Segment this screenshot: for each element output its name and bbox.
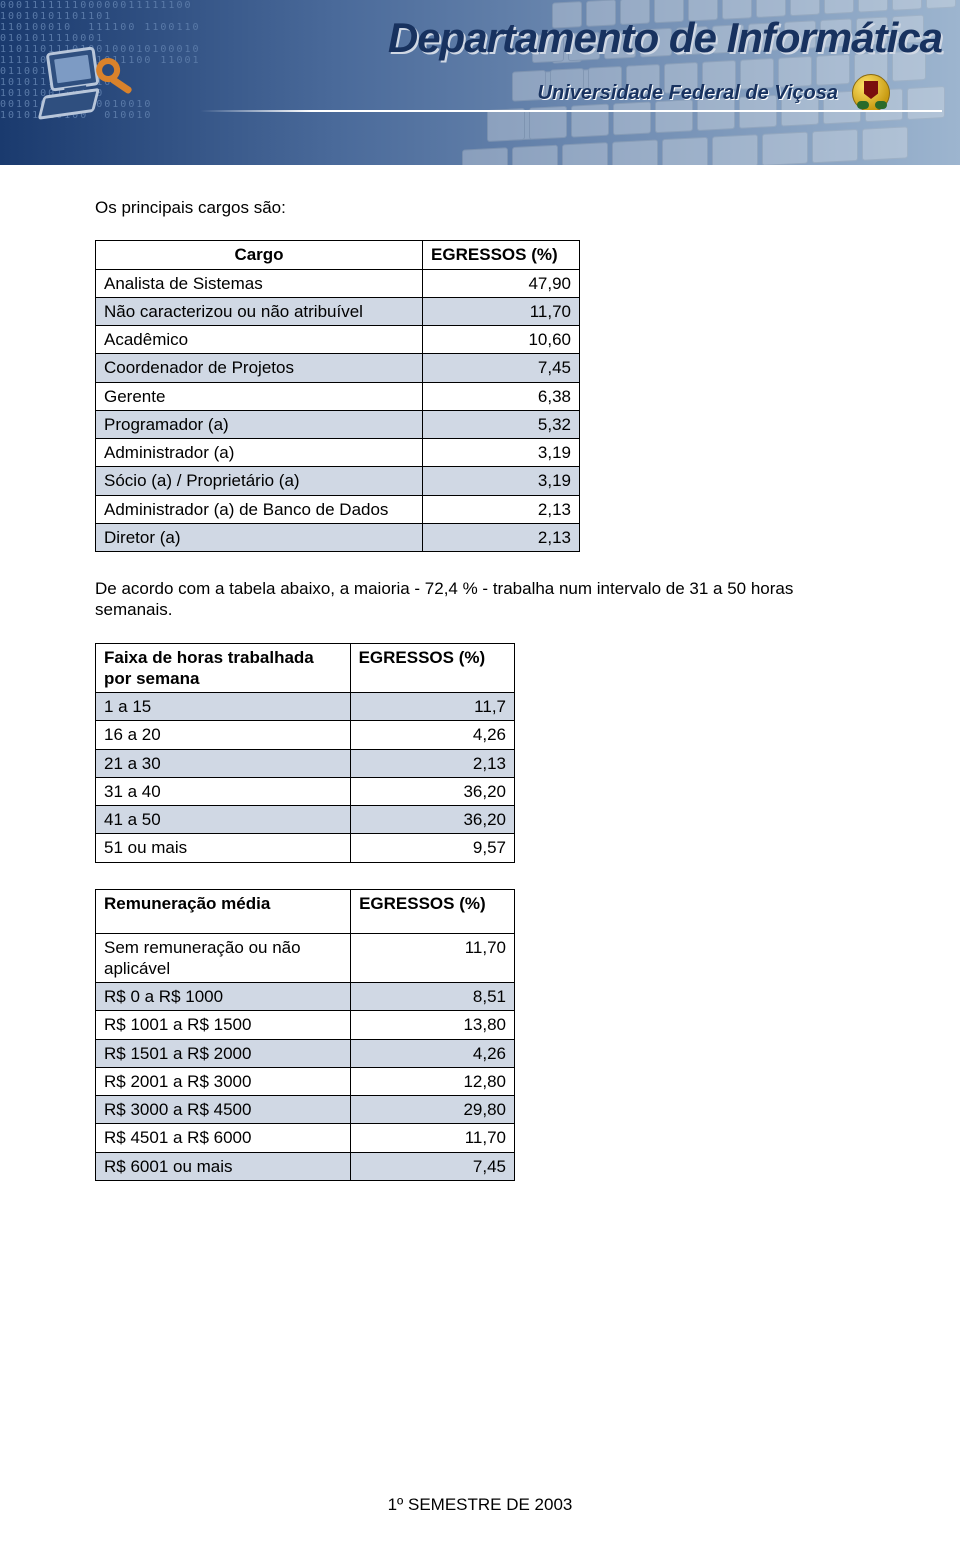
table-cell-label: R$ 1001 a R$ 1500 xyxy=(96,1011,351,1039)
header-divider xyxy=(200,110,942,112)
table-cell-value: 7,45 xyxy=(423,354,580,382)
university-crest-icon xyxy=(852,74,890,112)
table-cell-label: 51 ou mais xyxy=(96,834,351,862)
table-row: Analista de Sistemas47,90 xyxy=(96,269,580,297)
table-cell-value: 36,20 xyxy=(350,777,514,805)
table-cell-label: Diretor (a) xyxy=(96,523,423,551)
table-row: Administrador (a)3,19 xyxy=(96,439,580,467)
table-cell-value: 6,38 xyxy=(423,382,580,410)
table-cell-value: 11,7 xyxy=(350,693,514,721)
table-cell-label: Programador (a) xyxy=(96,410,423,438)
table-cell-value: 5,32 xyxy=(423,410,580,438)
table-cell-value: 4,26 xyxy=(350,721,514,749)
table-row: R$ 3000 a R$ 450029,80 xyxy=(96,1096,515,1124)
table-header-cell: EGRESSOS (%) xyxy=(351,889,515,933)
table-remuneracao: Remuneração médiaEGRESSOS (%)Sem remuner… xyxy=(95,889,515,1181)
table-header-cell: Remuneração média xyxy=(96,889,351,933)
table-cell-value: 2,13 xyxy=(423,495,580,523)
table-cell-label: 31 a 40 xyxy=(96,777,351,805)
table-cell-label: Analista de Sistemas xyxy=(96,269,423,297)
university-line: Universidade Federal de Viçosa xyxy=(538,74,891,112)
table-row: 41 a 5036,20 xyxy=(96,806,515,834)
table-cell-value: 10,60 xyxy=(423,326,580,354)
table-row: Sócio (a) / Proprietário (a)3,19 xyxy=(96,467,580,495)
table-row: Coordenador de Projetos7,45 xyxy=(96,354,580,382)
table-cell-value: 2,13 xyxy=(423,523,580,551)
table-cell-label: Administrador (a) xyxy=(96,439,423,467)
table-cargos: CargoEGRESSOS (%)Analista de Sistemas47,… xyxy=(95,240,580,552)
table-cell-label: 1 a 15 xyxy=(96,693,351,721)
table-row: R$ 6001 ou mais7,45 xyxy=(96,1152,515,1180)
table-cell-label: R$ 3000 a R$ 4500 xyxy=(96,1096,351,1124)
table-row: 31 a 4036,20 xyxy=(96,777,515,805)
table-row: Acadêmico10,60 xyxy=(96,326,580,354)
table-cell-label: 41 a 50 xyxy=(96,806,351,834)
table-cell-value: 4,26 xyxy=(351,1039,515,1067)
table-row: R$ 4501 a R$ 600011,70 xyxy=(96,1124,515,1152)
table-cell-value: 9,57 xyxy=(350,834,514,862)
table-cell-label: Sem remuneração ou não aplicável xyxy=(96,933,351,983)
table-row: R$ 1501 a R$ 20004,26 xyxy=(96,1039,515,1067)
table-cell-label: R$ 4501 a R$ 6000 xyxy=(96,1124,351,1152)
table-horas: Faixa de horas trabalhada por semanaEGRE… xyxy=(95,643,515,863)
dept-logo-icon xyxy=(38,35,138,135)
table-cell-label: Coordenador de Projetos xyxy=(96,354,423,382)
page-header: 000111111100000011111100 10010101101101 … xyxy=(0,0,960,165)
table-cell-label: Acadêmico xyxy=(96,326,423,354)
table-row: R$ 0 a R$ 10008,51 xyxy=(96,983,515,1011)
page-footer: 1º SEMESTRE DE 2003 xyxy=(0,1495,960,1515)
table-row: Programador (a)5,32 xyxy=(96,410,580,438)
university-name: Universidade Federal de Viçosa xyxy=(538,82,839,105)
table-cell-value: 11,70 xyxy=(351,1124,515,1152)
table-header-cell: Cargo xyxy=(96,241,423,269)
table-cell-value: 2,13 xyxy=(350,749,514,777)
table-cell-value: 12,80 xyxy=(351,1067,515,1095)
table-cell-value: 11,70 xyxy=(423,297,580,325)
table-row: Sem remuneração ou não aplicável11,70 xyxy=(96,933,515,983)
table-cell-value: 29,80 xyxy=(351,1096,515,1124)
table-cell-label: Gerente xyxy=(96,382,423,410)
table-row: 21 a 302,13 xyxy=(96,749,515,777)
table-cell-value: 8,51 xyxy=(351,983,515,1011)
table-header-cell: EGRESSOS (%) xyxy=(350,643,514,693)
table-cell-label: R$ 6001 ou mais xyxy=(96,1152,351,1180)
table-cell-label: 21 a 30 xyxy=(96,749,351,777)
table-cell-value: 7,45 xyxy=(351,1152,515,1180)
table-cell-value: 3,19 xyxy=(423,439,580,467)
table-cell-value: 13,80 xyxy=(351,1011,515,1039)
dept-title: Departamento de Informática xyxy=(388,14,942,62)
table-cell-label: Administrador (a) de Banco de Dados xyxy=(96,495,423,523)
table-cell-label: R$ 0 a R$ 1000 xyxy=(96,983,351,1011)
table-cell-value: 11,70 xyxy=(351,933,515,983)
table-row: Diretor (a)2,13 xyxy=(96,523,580,551)
table-cell-label: Sócio (a) / Proprietário (a) xyxy=(96,467,423,495)
page-content: Os principais cargos são: CargoEGRESSOS … xyxy=(0,165,960,1181)
table-cell-label: 16 a 20 xyxy=(96,721,351,749)
table-row: 16 a 204,26 xyxy=(96,721,515,749)
table-cell-value: 47,90 xyxy=(423,269,580,297)
table-cell-label: R$ 2001 a R$ 3000 xyxy=(96,1067,351,1095)
table-cell-value: 36,20 xyxy=(350,806,514,834)
intro-paragraph: Os principais cargos são: xyxy=(95,197,865,218)
table-row: R$ 2001 a R$ 300012,80 xyxy=(96,1067,515,1095)
table-cell-value: 3,19 xyxy=(423,467,580,495)
table-row: Não caracterizou ou não atribuível11,70 xyxy=(96,297,580,325)
table-cell-label: R$ 1501 a R$ 2000 xyxy=(96,1039,351,1067)
table-row: 1 a 1511,7 xyxy=(96,693,515,721)
table-row: 51 ou mais9,57 xyxy=(96,834,515,862)
table-row: R$ 1001 a R$ 150013,80 xyxy=(96,1011,515,1039)
table-row: Gerente6,38 xyxy=(96,382,580,410)
table-cell-label: Não caracterizou ou não atribuível xyxy=(96,297,423,325)
table-row: Administrador (a) de Banco de Dados2,13 xyxy=(96,495,580,523)
table-header-cell: EGRESSOS (%) xyxy=(423,241,580,269)
hours-paragraph: De acordo com a tabela abaixo, a maioria… xyxy=(95,578,865,621)
table-header-cell: Faixa de horas trabalhada por semana xyxy=(96,643,351,693)
